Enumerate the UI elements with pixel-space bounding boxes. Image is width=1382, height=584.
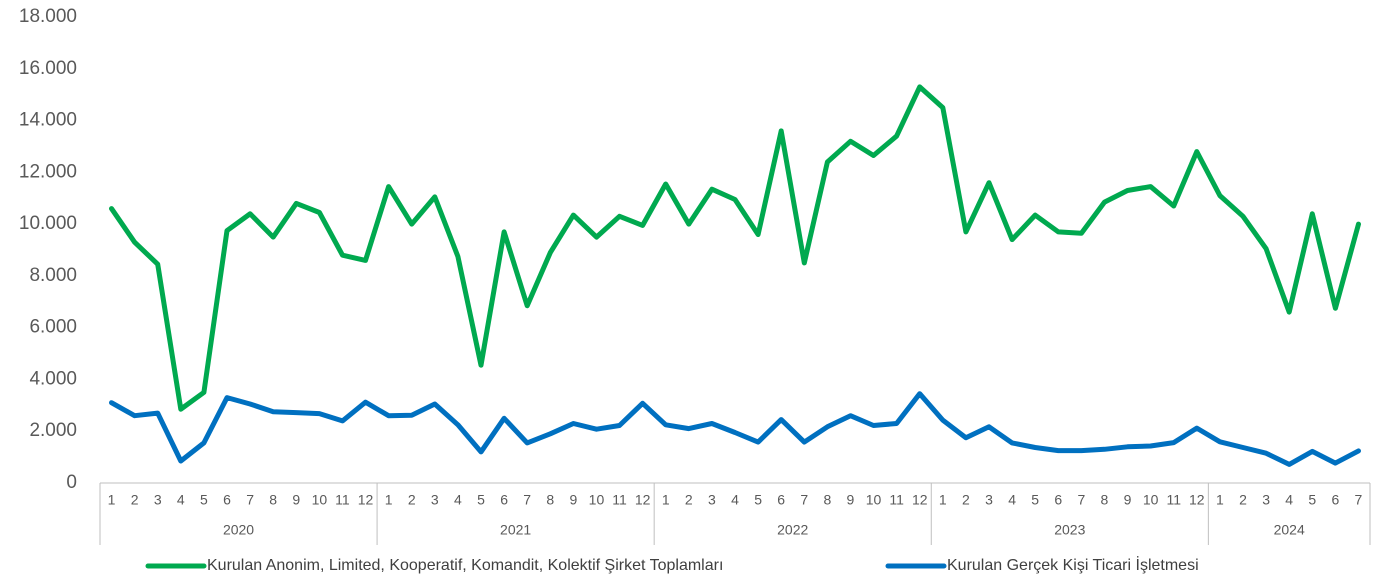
x-tick-label: 3 <box>1262 492 1270 508</box>
x-tick-label: 6 <box>1331 492 1339 508</box>
x-tick-label: 7 <box>523 492 531 508</box>
y-tick-label: 4.000 <box>29 368 77 389</box>
x-tick-label: 6 <box>500 492 508 508</box>
y-tick-label: 16.000 <box>19 58 77 79</box>
y-tick-label: 18.000 <box>19 6 77 27</box>
x-tick-label: 12 <box>635 492 651 508</box>
y-tick-label: 14.000 <box>19 110 77 131</box>
x-tick-label: 3 <box>154 492 162 508</box>
x-tick-label: 6 <box>777 492 785 508</box>
y-tick-label: 6.000 <box>29 317 77 338</box>
x-tick-label: 9 <box>847 492 855 508</box>
x-tick-label: 6 <box>223 492 231 508</box>
x-tick-label: 9 <box>1124 492 1132 508</box>
legend-label: Kurulan Anonim, Limited, Kooperatif, Kom… <box>207 557 723 574</box>
x-tick-label: 3 <box>431 492 439 508</box>
x-tick-label: 12 <box>358 492 374 508</box>
series-line <box>109 84 1361 412</box>
x-tick-label: 2 <box>962 492 970 508</box>
legend-label: Kurulan Gerçek Kişi Ticari İşletmesi <box>947 555 1199 574</box>
x-tick-label: 5 <box>1308 492 1316 508</box>
x-tick-label: 4 <box>1285 492 1293 508</box>
y-tick-label: 10.000 <box>19 213 77 234</box>
x-tick-label: 4 <box>731 492 739 508</box>
x-tick-label: 2 <box>685 492 693 508</box>
x-tick-label: 1 <box>1216 492 1224 508</box>
x-tick-label: 5 <box>754 492 762 508</box>
x-tick-label: 3 <box>708 492 716 508</box>
x-tick-label: 2 <box>131 492 139 508</box>
y-tick-label: 8.000 <box>29 265 77 286</box>
x-tick-label: 7 <box>1077 492 1085 508</box>
x-tick-label: 10 <box>866 492 882 508</box>
y-tick-label: 12.000 <box>19 161 77 182</box>
x-tick-label: 3 <box>985 492 993 508</box>
x-tick-label: 5 <box>1031 492 1039 508</box>
group-label: 2021 <box>500 522 531 538</box>
x-tick-label: 1 <box>662 492 670 508</box>
group-label: 2022 <box>777 522 808 538</box>
x-tick-label: 4 <box>1008 492 1016 508</box>
x-tick-label: 2 <box>408 492 416 508</box>
x-tick-label: 9 <box>292 492 300 508</box>
x-tick-label: 4 <box>177 492 185 508</box>
x-tick-label: 2 <box>1239 492 1247 508</box>
x-tick-label: 9 <box>569 492 577 508</box>
x-tick-label: 8 <box>546 492 554 508</box>
x-tick-label: 6 <box>1054 492 1062 508</box>
x-tick-label: 1 <box>939 492 947 508</box>
group-label: 2020 <box>223 522 254 538</box>
x-tick-label: 8 <box>823 492 831 508</box>
x-tick-label: 7 <box>246 492 254 508</box>
x-tick-label: 12 <box>912 492 928 508</box>
x-tick-label: 12 <box>1189 492 1205 508</box>
x-tick-label: 5 <box>200 492 208 508</box>
x-tick-label: 1 <box>108 492 116 508</box>
series-line <box>109 391 1361 467</box>
x-tick-label: 4 <box>454 492 462 508</box>
group-label: 2024 <box>1274 522 1305 538</box>
group-label: 2023 <box>1054 522 1085 538</box>
x-tick-label: 7 <box>800 492 808 508</box>
x-tick-label: 10 <box>312 492 328 508</box>
x-tick-label: 10 <box>1143 492 1159 508</box>
x-tick-label: 10 <box>589 492 605 508</box>
x-tick-label: 11 <box>1166 492 1181 508</box>
x-tick-label: 1 <box>385 492 393 508</box>
x-tick-label: 5 <box>477 492 485 508</box>
x-tick-label: 11 <box>335 492 350 508</box>
x-tick-label: 11 <box>889 492 904 508</box>
y-tick-label: 2.000 <box>29 420 77 441</box>
x-tick-label: 8 <box>1101 492 1109 508</box>
x-tick-label: 7 <box>1355 492 1363 508</box>
x-tick-label: 8 <box>269 492 277 508</box>
x-tick-label: 11 <box>612 492 627 508</box>
y-tick-label: 0 <box>66 472 77 493</box>
